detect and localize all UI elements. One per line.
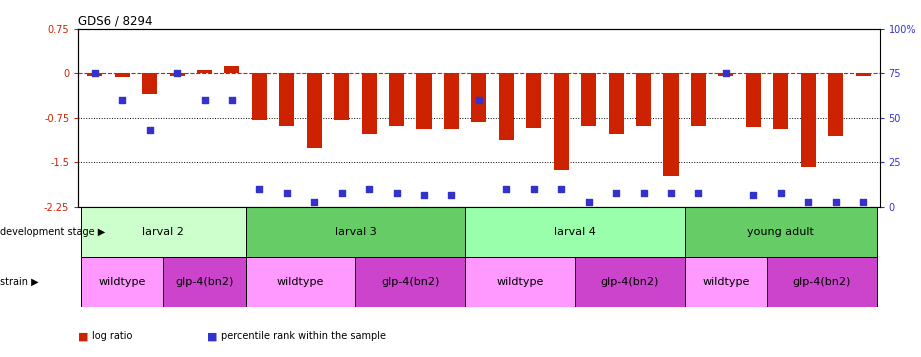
Bar xyxy=(575,257,684,307)
Text: larval 3: larval 3 xyxy=(334,227,377,237)
Bar xyxy=(800,73,816,167)
Point xyxy=(334,190,349,196)
Point xyxy=(801,199,816,205)
Text: log ratio: log ratio xyxy=(92,331,133,341)
Text: glp-4(bn2): glp-4(bn2) xyxy=(600,277,659,287)
Bar xyxy=(828,73,844,136)
Bar xyxy=(746,73,761,127)
Point xyxy=(828,199,843,205)
Text: wildtype: wildtype xyxy=(277,277,324,287)
Bar xyxy=(767,257,877,307)
Bar xyxy=(856,73,870,76)
Point xyxy=(774,190,788,196)
Text: glp-4(bn2): glp-4(bn2) xyxy=(793,277,851,287)
Point xyxy=(444,192,459,197)
Bar xyxy=(87,73,102,76)
Point xyxy=(499,186,514,192)
Text: strain ▶: strain ▶ xyxy=(0,277,39,287)
Text: ■: ■ xyxy=(78,331,92,341)
Bar xyxy=(114,73,130,77)
Bar xyxy=(554,73,569,170)
Bar xyxy=(81,257,163,307)
Point xyxy=(636,190,651,196)
Bar xyxy=(465,207,684,257)
Point xyxy=(609,190,624,196)
Point xyxy=(307,199,321,205)
Bar xyxy=(416,73,432,129)
Point xyxy=(142,127,157,133)
Bar xyxy=(246,257,356,307)
Bar xyxy=(389,73,404,126)
Point xyxy=(527,186,542,192)
Bar xyxy=(718,73,733,76)
Point xyxy=(362,186,377,192)
Bar xyxy=(142,73,157,94)
Bar xyxy=(774,73,788,129)
Point xyxy=(252,186,267,192)
Bar xyxy=(684,207,877,257)
Point xyxy=(554,186,568,192)
Bar xyxy=(472,73,486,122)
Bar xyxy=(81,207,246,257)
Text: glp-4(bn2): glp-4(bn2) xyxy=(175,277,234,287)
Bar xyxy=(246,207,465,257)
Point xyxy=(416,192,431,197)
Point xyxy=(691,190,705,196)
Bar xyxy=(526,73,542,128)
Bar xyxy=(691,73,706,126)
Bar xyxy=(581,73,596,126)
Bar xyxy=(663,73,679,176)
Bar xyxy=(163,257,246,307)
Text: ■: ■ xyxy=(207,331,221,341)
Bar xyxy=(225,66,239,73)
Bar xyxy=(444,73,459,129)
Text: wildtype: wildtype xyxy=(99,277,146,287)
Bar xyxy=(684,257,767,307)
Point xyxy=(169,70,184,76)
Point xyxy=(279,190,294,196)
Text: glp-4(bn2): glp-4(bn2) xyxy=(381,277,439,287)
Text: development stage ▶: development stage ▶ xyxy=(0,227,105,237)
Point xyxy=(225,97,239,103)
Bar xyxy=(499,73,514,140)
Bar xyxy=(362,73,377,134)
Point xyxy=(664,190,679,196)
Point xyxy=(718,70,733,76)
Bar xyxy=(334,73,349,120)
Bar xyxy=(197,70,212,73)
Bar xyxy=(356,257,465,307)
Point xyxy=(472,97,486,103)
Text: GDS6 / 8294: GDS6 / 8294 xyxy=(78,14,153,27)
Point xyxy=(115,97,130,103)
Text: larval 4: larval 4 xyxy=(554,227,596,237)
Bar xyxy=(465,257,575,307)
Bar xyxy=(609,73,624,134)
Text: young adult: young adult xyxy=(747,227,814,237)
Bar xyxy=(279,73,295,126)
Point xyxy=(390,190,404,196)
Text: larval 2: larval 2 xyxy=(143,227,184,237)
Bar xyxy=(307,73,321,147)
Bar xyxy=(251,73,267,120)
Bar xyxy=(636,73,651,126)
Point xyxy=(856,199,870,205)
Point xyxy=(197,97,212,103)
Text: wildtype: wildtype xyxy=(702,277,750,287)
Text: percentile rank within the sample: percentile rank within the sample xyxy=(221,331,386,341)
Text: wildtype: wildtype xyxy=(496,277,543,287)
Bar xyxy=(169,73,184,76)
Point xyxy=(87,70,102,76)
Point xyxy=(746,192,761,197)
Point xyxy=(581,199,596,205)
